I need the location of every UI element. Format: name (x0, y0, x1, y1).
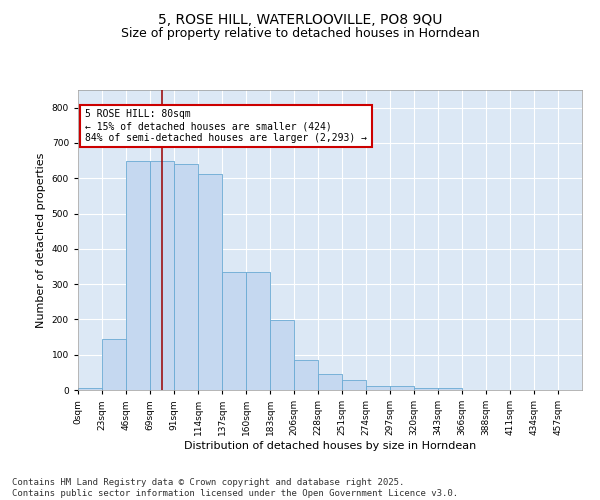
Text: Size of property relative to detached houses in Horndean: Size of property relative to detached ho… (121, 28, 479, 40)
Bar (438, 388, 462, 390)
Bar (198, 174, 222, 390)
Text: Contains HM Land Registry data © Crown copyright and database right 2025.
Contai: Contains HM Land Registry data © Crown c… (12, 478, 458, 498)
Text: 5 ROSE HILL: 80sqm
← 15% of detached houses are smaller (424)
84% of semi-detach: 5 ROSE HILL: 80sqm ← 15% of detached hou… (85, 110, 367, 142)
Bar (414, 388, 438, 390)
Bar (246, 272, 270, 390)
Bar (150, 162, 174, 390)
Bar (318, 374, 342, 390)
Bar (102, 339, 126, 390)
Bar (366, 386, 390, 390)
Bar (222, 272, 246, 390)
X-axis label: Distribution of detached houses by size in Horndean: Distribution of detached houses by size … (184, 441, 476, 451)
Bar (390, 386, 414, 390)
Text: 5, ROSE HILL, WATERLOOVILLE, PO8 9QU: 5, ROSE HILL, WATERLOOVILLE, PO8 9QU (158, 12, 442, 26)
Bar (342, 380, 366, 390)
Y-axis label: Number of detached properties: Number of detached properties (36, 152, 46, 328)
Bar (294, 360, 318, 390)
Bar (270, 320, 294, 390)
Bar (78, 388, 102, 390)
Bar (174, 164, 198, 390)
Bar (126, 160, 150, 390)
